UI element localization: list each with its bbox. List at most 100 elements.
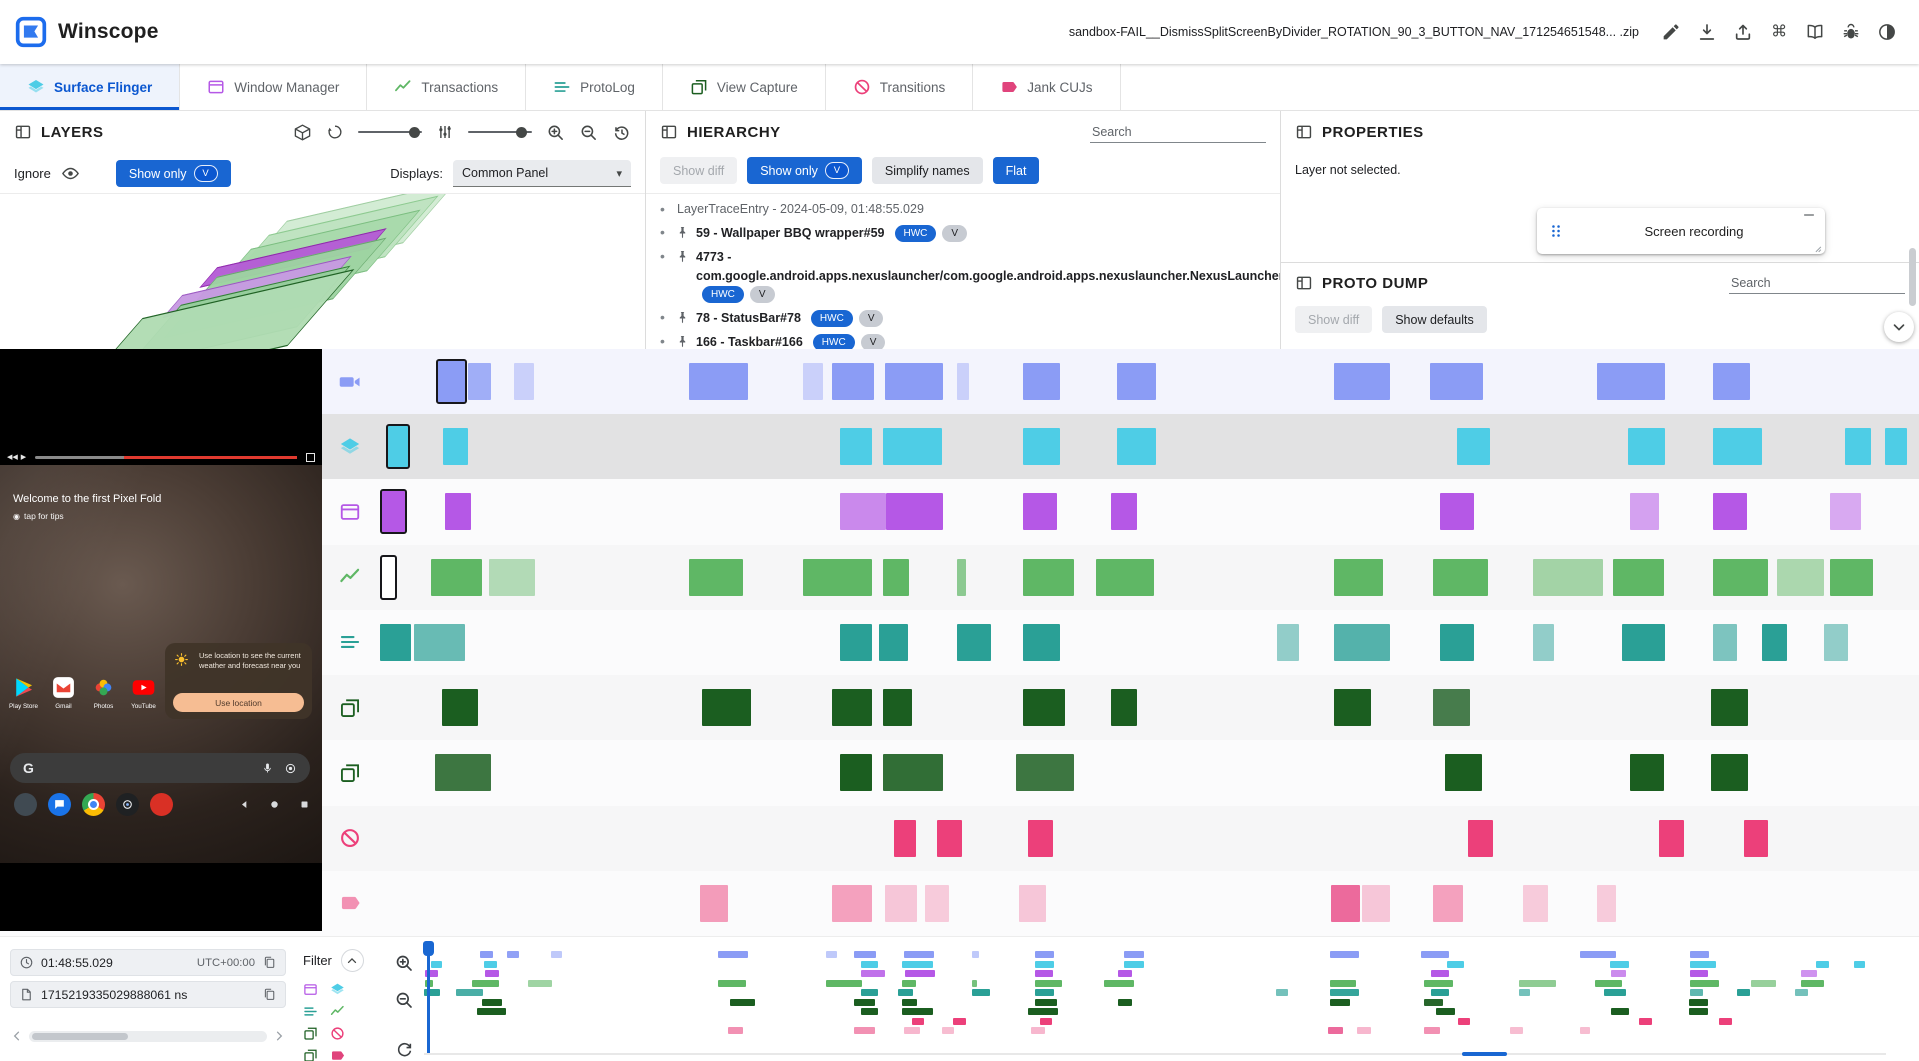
mini-trace-entry[interactable] [1035, 998, 1057, 1006]
mini-trace-entry[interactable] [1124, 951, 1145, 958]
copy-time-button[interactable] [262, 955, 277, 970]
screen-recording-overlay[interactable]: ◀◀ ▶ Welcome to the first Pixel Fold ◉ t… [0, 349, 322, 931]
tab-view-capture[interactable]: View Capture [663, 64, 826, 110]
toggle-dark-mode-button[interactable] [1869, 16, 1905, 48]
nav-square-button[interactable] [299, 799, 310, 810]
trace-entry[interactable] [1712, 428, 1762, 466]
video-controls[interactable]: ◀◀ ▶ [0, 449, 322, 465]
filter-view-capture-2-icon[interactable] [303, 1048, 320, 1061]
spacing-button[interactable] [436, 123, 454, 141]
filter-protolog-icon[interactable] [303, 1004, 320, 1019]
mini-trace-entry[interactable] [1030, 1027, 1046, 1034]
track-jank-cujs-icon[interactable] [339, 892, 361, 914]
mini-trace-entry[interactable] [729, 998, 756, 1006]
app-youtube[interactable]: YouTube [128, 675, 159, 710]
3d-view-button[interactable] [293, 123, 312, 142]
mini-trace-entry[interactable] [476, 1008, 506, 1015]
mini-trace-entry[interactable] [912, 1017, 924, 1025]
reset-zoom-button[interactable] [395, 1040, 414, 1059]
trace-entry[interactable] [436, 359, 467, 404]
mini-trace-entry[interactable] [861, 989, 878, 996]
mini-trace-entry[interactable] [424, 989, 441, 996]
trace-entry[interactable] [413, 623, 465, 661]
scrollbar[interactable] [1909, 248, 1916, 306]
track-protolog-icon[interactable] [339, 631, 361, 653]
trace-entry[interactable] [840, 754, 873, 792]
zoom-out-button[interactable] [579, 123, 598, 142]
mini-trace-entry[interactable] [903, 1027, 921, 1034]
tree-root[interactable]: • LayerTraceEntry - 2024-05-09, 01:48:55… [660, 201, 1266, 217]
mini-trace-entry[interactable] [1431, 989, 1449, 996]
trace-entry[interactable] [1711, 754, 1749, 792]
trace-entry[interactable] [1277, 623, 1299, 661]
trace-entry[interactable] [1712, 363, 1750, 400]
mini-trace-entry[interactable] [425, 970, 438, 977]
mini-trace-entry[interactable] [1118, 970, 1133, 977]
trace-entry[interactable] [1111, 493, 1138, 531]
mini-trace-entry[interactable] [1815, 960, 1830, 968]
mini-trace-entry[interactable] [431, 960, 442, 968]
trace-entry[interactable] [689, 558, 744, 596]
mini-trace-entry[interactable] [1424, 979, 1453, 987]
trace-entry[interactable] [435, 754, 491, 792]
tree-item[interactable]: • 59 - Wallpaper BBQ wrapper#59 HWC V [660, 224, 1266, 243]
mini-trace-entry[interactable] [1688, 998, 1708, 1006]
trace-entry[interactable] [1597, 363, 1666, 400]
mini-trace-entry[interactable] [903, 951, 935, 958]
mini-trace-entry[interactable] [1510, 1027, 1524, 1034]
trace-entry[interactable] [1762, 623, 1787, 661]
trace-entry[interactable] [385, 424, 410, 470]
mini-trace-entry[interactable] [1751, 979, 1776, 987]
trace-entry[interactable] [379, 489, 407, 535]
mini-trace-entry[interactable] [728, 1027, 743, 1034]
tab-protolog[interactable]: ProtoLog [526, 64, 663, 110]
rotation-button[interactable] [326, 123, 344, 141]
app-play-store[interactable]: Play Store [8, 675, 39, 710]
spacing-slider[interactable] [468, 126, 532, 138]
human-timestamp-row[interactable]: 01:48:55.029 UTC+00:00 [10, 949, 286, 976]
mini-trace-entry[interactable] [1276, 989, 1288, 996]
trace-entry[interactable] [1023, 493, 1058, 531]
trace-entry[interactable] [513, 363, 534, 400]
dock-chrome-icon[interactable] [82, 793, 105, 816]
trace-entry[interactable] [840, 428, 873, 466]
trace-entry[interactable] [379, 554, 398, 600]
scroll-right-button[interactable] [272, 1029, 286, 1043]
trace-entry[interactable] [1023, 363, 1061, 400]
trace-entry[interactable] [1015, 754, 1075, 792]
trace-entry[interactable] [701, 689, 751, 727]
mini-trace-entry[interactable] [1580, 951, 1616, 958]
mini-trace-entry[interactable] [1330, 979, 1357, 987]
visibility-toggle[interactable] [61, 164, 80, 183]
trace-entry[interactable] [1612, 558, 1664, 596]
trace-entry[interactable] [1432, 884, 1464, 922]
mini-trace-entry[interactable] [472, 979, 499, 987]
filter-view-capture-icon[interactable] [303, 1026, 320, 1041]
trace-entry[interactable] [883, 754, 944, 792]
trace-entry[interactable] [957, 363, 970, 400]
mini-trace-entry[interactable] [717, 979, 746, 987]
trace-entry[interactable] [832, 884, 873, 922]
mini-trace-entry[interactable] [1330, 998, 1350, 1006]
trace-entry[interactable] [1111, 689, 1138, 727]
tab-window-manager[interactable]: Window Manager [180, 64, 368, 110]
trace-entry[interactable] [957, 623, 991, 661]
trace-entry[interactable] [878, 623, 908, 661]
upload-trace-button[interactable] [1725, 16, 1761, 48]
trace-entry[interactable] [957, 558, 967, 596]
mini-trace-entry[interactable] [1801, 979, 1824, 987]
mini-timeline[interactable] [423, 941, 1886, 1057]
trace-entry[interactable] [832, 363, 874, 400]
mini-trace-entry[interactable] [483, 960, 497, 968]
trace-entry[interactable] [467, 363, 491, 400]
tab-transitions[interactable]: Transitions [826, 64, 974, 110]
mic-icon[interactable] [261, 762, 274, 775]
trace-entry[interactable] [883, 689, 913, 727]
track-screen-recording-icon[interactable] [339, 371, 361, 393]
track-surface-flinger-icon[interactable] [339, 436, 361, 458]
drag-handle-icon[interactable] [1547, 222, 1565, 240]
timeline-zoom-out-button[interactable] [394, 990, 414, 1010]
trace-entry[interactable] [1823, 623, 1849, 661]
track-window-manager-icon[interactable] [339, 501, 361, 523]
show-only-visible-button[interactable]: Show only V [747, 157, 862, 184]
